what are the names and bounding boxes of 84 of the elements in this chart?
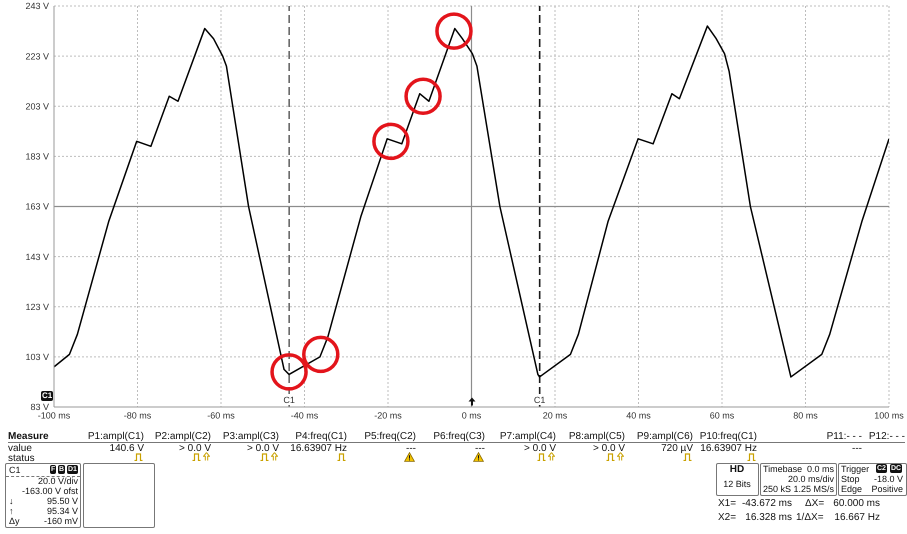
text: ΔX= (805, 498, 824, 510)
text: P2:ampl(C2) (154, 431, 211, 443)
text: Stop (841, 474, 860, 485)
text: 20.0 ms/div (788, 474, 834, 485)
point (372, 122, 410, 160)
text: 720 µV (661, 443, 693, 455)
y-tick-label: 143 V (25, 252, 49, 262)
point (404, 77, 442, 115)
x-tick-label: -60 ms (207, 410, 236, 420)
text: P9:ampl(C6) (636, 431, 693, 443)
text: HD (730, 464, 744, 476)
text: -163.00 V ofst (22, 486, 78, 497)
x-tick-label: 0 ms (462, 410, 482, 420)
x-tick-label: 40 ms (626, 410, 652, 420)
text: --- (406, 443, 416, 455)
text: --- (852, 443, 862, 455)
x-tick-label: -100 ms (38, 410, 71, 420)
text: 95.34 V (46, 506, 78, 517)
y-tick-label: 123 V (25, 302, 49, 312)
y-tick-label: 223 V (25, 51, 49, 62)
x-tick-label: 80 ms (793, 410, 818, 420)
text: -43.672 ms (742, 498, 792, 510)
text: X1= (718, 498, 736, 510)
ref-line-label: C1 (283, 395, 295, 405)
text: 140.6 V (110, 443, 144, 455)
text: Measure (8, 431, 49, 443)
y-tick-label: 243 V (25, 1, 49, 12)
text: status (8, 453, 35, 465)
x-tick-label: 20 ms (542, 410, 568, 420)
text: ↑ (9, 506, 14, 517)
point (270, 353, 308, 391)
text: Timebase (763, 464, 802, 475)
text: > 0.0 V (179, 443, 211, 455)
x-tick-label: -20 ms (374, 410, 402, 420)
text: Edge (841, 484, 862, 495)
y-tick-label: 103 V (25, 352, 49, 362)
text: 20.0 V/div (38, 476, 78, 487)
y-tick-label: 83 V (30, 402, 49, 412)
line-series (54, 25, 889, 378)
x-tick-label: 100 ms (874, 410, 904, 420)
point (302, 336, 340, 374)
ref-line-label: C1 (534, 395, 546, 405)
text: 12 Bits (723, 479, 751, 490)
text: ↓ (9, 496, 14, 507)
text: > 0.0 V (593, 443, 625, 455)
y-tick-label: 163 V (25, 202, 49, 212)
x-tick-label: 60 ms (710, 410, 735, 420)
text: P1:ampl(C1) (88, 431, 144, 443)
text: -18.0 V (874, 474, 903, 485)
text: P11:- - - (826, 431, 862, 443)
text: 16.63907 Hz (290, 443, 347, 455)
text: -160 mV (44, 516, 78, 527)
point (435, 12, 473, 50)
text: 95.50 V (46, 496, 78, 507)
text: P12:- - - (868, 431, 905, 443)
y-tick-label: 203 V (25, 101, 49, 112)
text: 16.667 Hz (834, 512, 880, 524)
text: C1 (9, 465, 21, 476)
text: Positive (871, 484, 903, 495)
x-tick-label: -80 ms (124, 410, 152, 420)
badge: C1 (41, 391, 54, 401)
text: value (8, 443, 32, 454)
text: 1/ΔX= (796, 512, 824, 524)
text: 60.000 ms (833, 498, 880, 510)
text: 1.25 MS/s (793, 484, 834, 495)
text: 16.63907 Hz (700, 443, 757, 455)
text: P10:freq(C1) (700, 431, 757, 443)
text: Δy (9, 516, 20, 527)
text: --- (475, 443, 485, 455)
x-tick-label: -40 ms (290, 410, 319, 420)
text: > 0.0 V (524, 443, 556, 455)
text: > 0.0 V (247, 443, 279, 455)
text: 0.0 ms (806, 464, 834, 475)
text: Trigger (841, 464, 870, 475)
text: X2= (718, 512, 736, 524)
y-tick-label: 183 V (25, 152, 49, 162)
text: 16.328 ms (745, 512, 792, 524)
text: P8:ampl(C5) (568, 431, 625, 443)
text: P3:ampl(C3) (222, 431, 279, 443)
text: P4:freq(C1) (295, 431, 347, 443)
text: 250 kS (763, 484, 792, 495)
text: P6:freq(C3) (433, 431, 485, 443)
text: P7:ampl(C4) (500, 431, 556, 443)
text: P5:freq(C2) (364, 431, 416, 443)
